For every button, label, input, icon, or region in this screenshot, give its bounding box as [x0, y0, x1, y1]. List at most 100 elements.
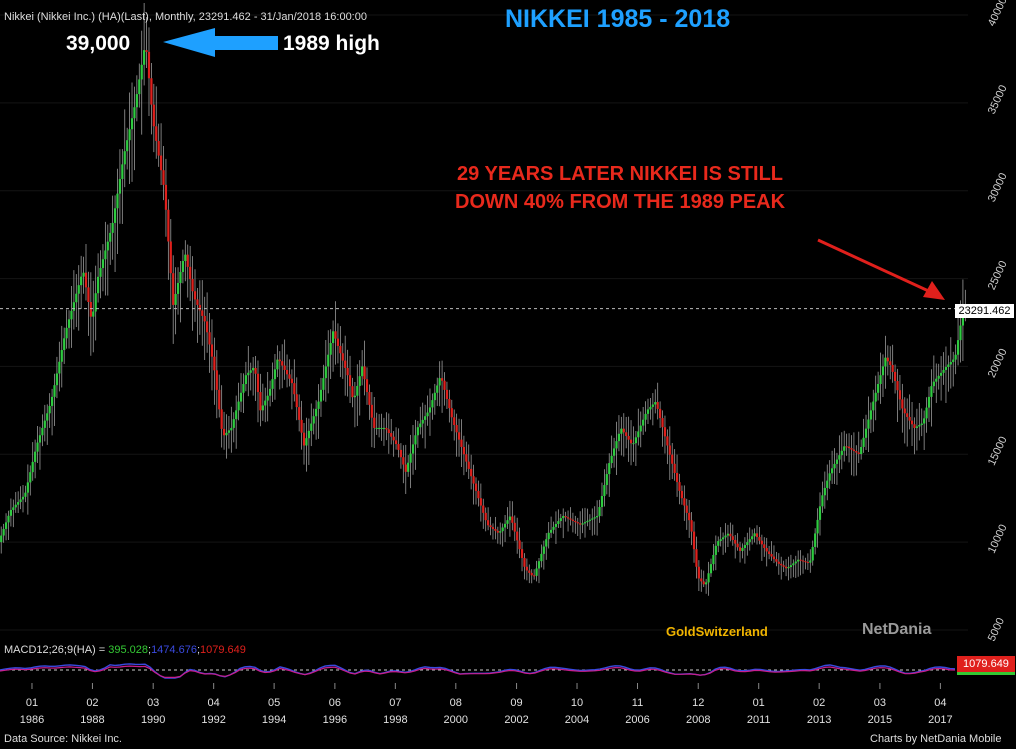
x-tick-year: 2004	[565, 714, 589, 726]
candle-body	[961, 310, 965, 326]
candle-body	[593, 517, 596, 519]
candle-body	[97, 276, 100, 294]
candle-body	[956, 340, 960, 355]
candle-body	[768, 551, 771, 555]
candle-body	[554, 523, 558, 527]
x-tick-year: 1994	[262, 714, 286, 726]
candle-body	[113, 208, 117, 223]
candle-body	[21, 496, 25, 500]
candle-body	[111, 222, 114, 233]
candle-body	[179, 271, 182, 283]
candle-body	[642, 419, 645, 426]
x-tick-month: 02	[813, 697, 825, 709]
candle-body	[598, 507, 601, 517]
candle-body	[70, 310, 73, 320]
candle-body	[465, 454, 468, 462]
candle-body	[700, 578, 703, 582]
candle-body	[172, 273, 175, 305]
candle-body	[935, 378, 938, 382]
candle-body	[419, 423, 422, 428]
candle-body	[918, 425, 921, 427]
candle-body	[864, 428, 868, 438]
candle-body	[787, 567, 790, 569]
candle-body	[542, 546, 545, 554]
candle-body	[632, 443, 635, 445]
candle-body	[331, 331, 335, 343]
candle-body	[794, 561, 797, 564]
candle-body	[17, 502, 20, 505]
candle-body	[353, 395, 356, 398]
candle-body	[135, 94, 138, 108]
candle-body	[746, 542, 749, 546]
candle-body	[547, 532, 550, 540]
candle-body	[334, 331, 337, 339]
candle-body	[380, 427, 383, 429]
candle-body	[281, 361, 284, 366]
candle-body	[915, 426, 918, 428]
candle-body	[143, 50, 146, 65]
message-line-2: DOWN 40% FROM THE 1989 PEAK	[455, 191, 786, 213]
candle-body	[41, 427, 44, 436]
candle-body	[80, 276, 83, 286]
candle-body	[436, 385, 439, 393]
candle-body	[378, 427, 381, 429]
candle-body	[705, 582, 708, 585]
candle-body	[511, 516, 514, 523]
candle-body	[634, 437, 637, 444]
last-price-label: 23291.462	[955, 304, 1014, 318]
candle-body	[213, 356, 216, 371]
candle-body	[218, 389, 221, 410]
macd-value: 395.028	[108, 644, 148, 656]
candle-body	[12, 507, 15, 510]
candle-body	[60, 350, 63, 362]
candle-body	[77, 285, 80, 294]
candle-body	[283, 365, 286, 370]
candle-body	[860, 446, 863, 454]
x-tick-year: 1986	[20, 714, 44, 726]
candle-body	[104, 250, 107, 260]
candle-body	[637, 431, 640, 438]
candle-body	[666, 436, 669, 446]
candle-body	[106, 241, 109, 251]
candle-body	[75, 293, 78, 303]
candle-body	[586, 520, 589, 523]
candle-body	[390, 433, 393, 437]
candle-body	[949, 362, 952, 365]
message-annotation: 29 YEARS LATER NIKKEI IS STILL DOWN 40% …	[455, 160, 785, 216]
candle-body	[608, 463, 611, 475]
x-tick-month: 03	[874, 697, 886, 709]
data-source: Data Source: Nikkei Inc.	[4, 733, 122, 745]
macd-legend: MACD12;26;9(HA) = 395.028;1474.676;1079.…	[4, 644, 246, 656]
candle-body	[266, 395, 269, 401]
candle-body	[348, 375, 352, 387]
candle-body	[692, 531, 696, 550]
candle-body	[293, 383, 296, 395]
candle-body	[780, 563, 783, 566]
candle-body	[341, 353, 344, 361]
candle-body	[596, 516, 599, 518]
candle-body	[671, 454, 674, 464]
candle-body	[128, 129, 131, 141]
candle-body	[763, 544, 766, 548]
candle-body	[499, 531, 502, 533]
candle-body	[220, 409, 223, 429]
candle-body	[620, 428, 623, 434]
candle-body	[24, 492, 27, 497]
x-tick-year: 1998	[383, 714, 407, 726]
candle-body	[336, 338, 340, 346]
candle-body	[387, 429, 390, 434]
candle-body	[273, 369, 277, 380]
candle-body	[850, 448, 853, 450]
candle-body	[661, 418, 664, 428]
candle-body	[126, 140, 129, 152]
candle-body	[193, 291, 197, 300]
candle-body	[886, 357, 889, 362]
candle-body	[489, 525, 492, 528]
candle-body	[152, 104, 155, 127]
macd-hist: 1079.649	[200, 644, 246, 656]
candle-body	[518, 540, 521, 550]
candle-body	[29, 472, 32, 483]
instrument-header: Nikkei (Nikkei Inc.) (HA)(Last), Monthly…	[4, 11, 367, 23]
candle-body	[525, 566, 528, 571]
candle-body	[295, 394, 298, 408]
